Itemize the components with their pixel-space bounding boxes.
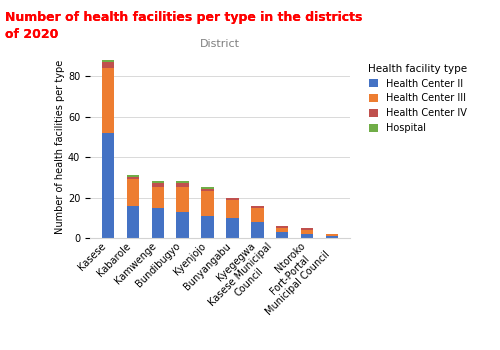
Bar	[276, 226, 288, 228]
Bar	[251, 222, 264, 238]
Text: Number of health facilities per type in the districts
of 2020: Number of health facilities per type in …	[5, 10, 362, 41]
Bar	[326, 236, 338, 238]
Bar	[152, 188, 164, 208]
Bar	[202, 191, 214, 216]
Bar	[176, 188, 189, 212]
Bar	[126, 206, 139, 238]
Bar	[102, 60, 115, 62]
Bar	[301, 230, 314, 234]
Bar	[251, 206, 264, 208]
Bar	[126, 177, 139, 179]
Bar	[251, 208, 264, 222]
Bar	[301, 228, 314, 230]
Bar	[202, 188, 214, 189]
Bar	[102, 62, 115, 68]
Bar	[202, 216, 214, 238]
Bar	[276, 232, 288, 238]
Bar	[102, 133, 115, 238]
Bar	[152, 183, 164, 188]
Bar	[152, 208, 164, 238]
Bar	[301, 234, 314, 238]
Y-axis label: Number of health facilities per type: Number of health facilities per type	[55, 60, 65, 234]
Legend: Health Center II, Health Center III, Health Center IV, Hospital: Health Center II, Health Center III, Hea…	[366, 61, 470, 136]
Bar	[176, 212, 189, 238]
Bar	[202, 189, 214, 191]
Bar	[176, 183, 189, 188]
Bar	[126, 179, 139, 206]
Bar	[226, 197, 238, 199]
Bar	[326, 234, 338, 236]
Bar	[152, 181, 164, 183]
Bar	[176, 181, 189, 183]
Text: Number of health facilities per type in the districts
of 2020: Number of health facilities per type in …	[5, 10, 362, 41]
Bar	[102, 68, 115, 133]
Text: District: District	[200, 39, 240, 49]
Bar	[226, 218, 238, 238]
Bar	[126, 175, 139, 177]
Bar	[276, 228, 288, 232]
Bar	[226, 199, 238, 218]
